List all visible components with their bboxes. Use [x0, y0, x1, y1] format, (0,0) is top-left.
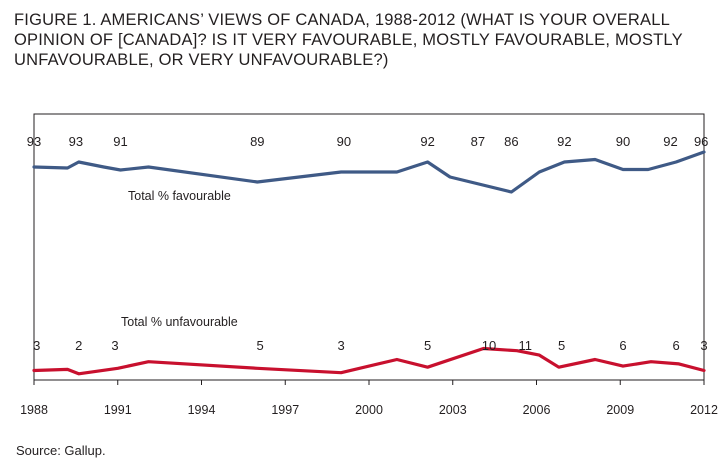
data-label: 2: [75, 338, 82, 353]
x-tick-label: 2003: [439, 403, 467, 417]
data-label: 3: [33, 338, 40, 353]
series-label: Total % unfavourable: [121, 315, 238, 329]
series-label: Total % favourable: [128, 189, 231, 203]
series-line-favourable: [32, 150, 706, 194]
data-label: 5: [256, 338, 263, 353]
data-label: 11: [519, 338, 533, 353]
x-tick-label: 1997: [271, 403, 299, 417]
data-label: 5: [424, 338, 431, 353]
data-label: 92: [420, 134, 434, 149]
data-label: 93: [27, 134, 41, 149]
x-tick-label: 2012: [690, 403, 718, 417]
data-label: 87: [471, 134, 485, 149]
x-tick-label: 2009: [606, 403, 634, 417]
data-label: 3: [337, 338, 344, 353]
data-label: 90: [616, 134, 630, 149]
data-label: 86: [504, 134, 518, 149]
data-label: 3: [111, 338, 118, 353]
x-tick-label: 2000: [355, 403, 383, 417]
data-label: 90: [337, 134, 351, 149]
data-label: 5: [558, 338, 565, 353]
series-line-unfavourable: [32, 346, 706, 376]
data-label: 10: [482, 338, 496, 353]
line-chart: 93 93 91 89 90 92 87 86 92 90 92 96 Total % favourab…: [20, 113, 718, 417]
x-tick-label: 1988: [20, 403, 48, 417]
x-tick-label: 1994: [188, 403, 216, 417]
data-label: 6: [672, 338, 679, 353]
data-label: 89: [250, 134, 264, 149]
chart-title: FIGURE 1. AMERICANS’ VIEWS OF CANADA, 19…: [14, 11, 683, 69]
data-label: 93: [69, 134, 83, 149]
data-label: 92: [663, 134, 677, 149]
plot-frame: [33, 113, 705, 381]
data-label: 91: [113, 134, 127, 149]
data-label: 92: [557, 134, 571, 149]
source-note: Source: Gallup.: [16, 443, 106, 458]
data-label: 96: [694, 134, 708, 149]
x-tick-label: 1991: [104, 403, 132, 417]
data-label: 6: [619, 338, 626, 353]
x-tick-label: 2006: [523, 403, 551, 417]
data-label: 3: [700, 338, 707, 353]
